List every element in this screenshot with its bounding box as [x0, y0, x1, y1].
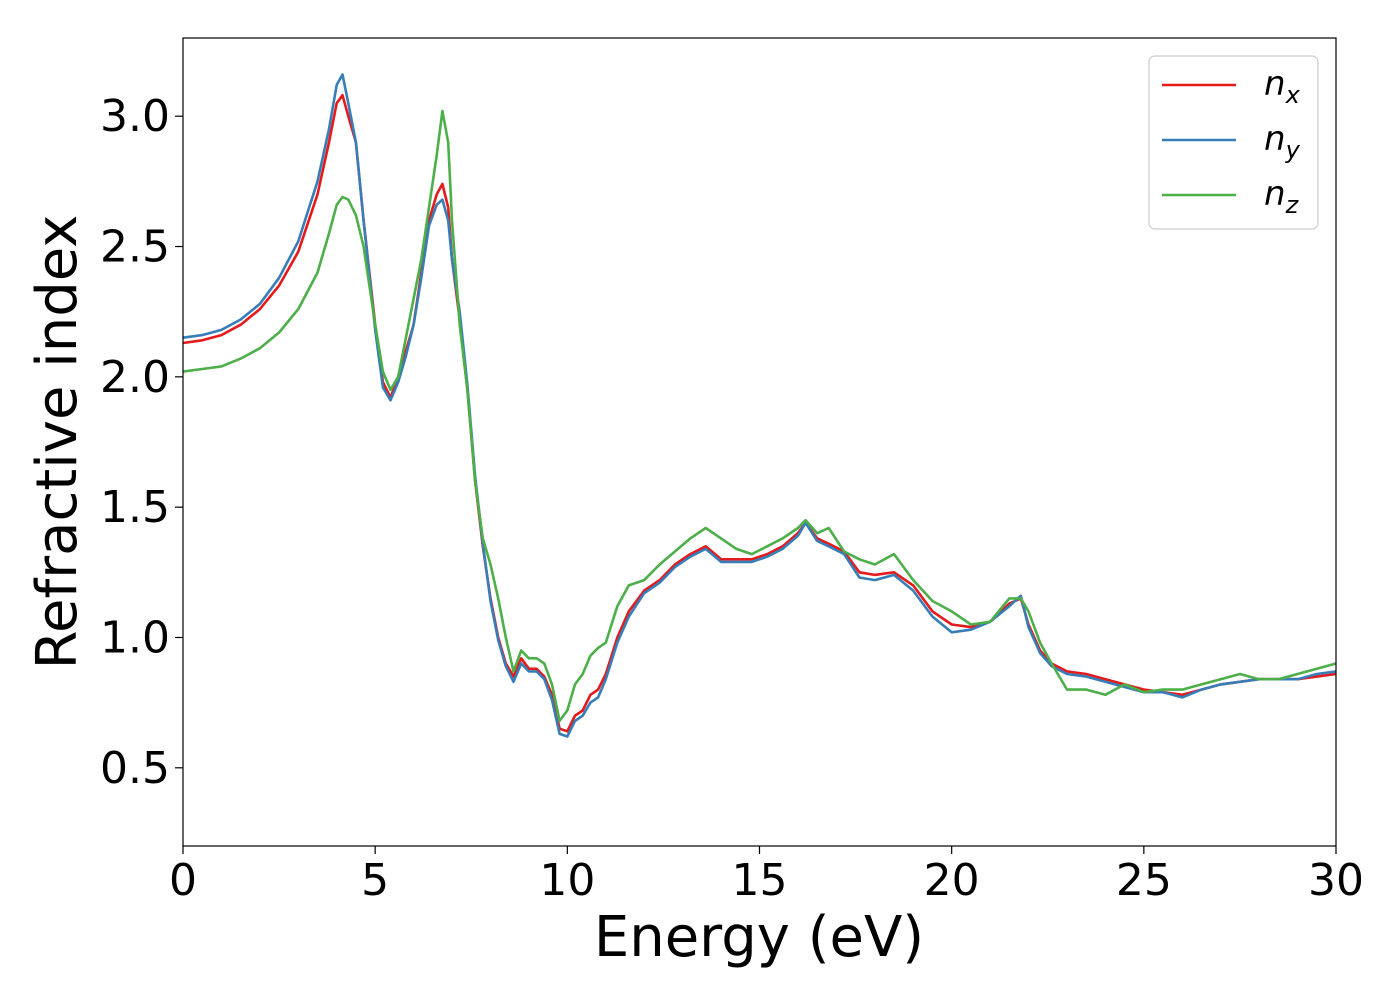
series-line-ny: [182, 73, 1337, 738]
x-tick-label: 0: [169, 855, 197, 906]
x-tick-label: 5: [361, 855, 389, 906]
y-tick-label: 1.5: [100, 482, 170, 533]
legend-label-nz: nz: [1264, 174, 1300, 219]
y-tick-label: 2.5: [100, 222, 170, 273]
series-line-nz: [182, 109, 1337, 723]
x-axis: 0 5 10 15 20 25 30: [169, 846, 1364, 906]
y-tick-label: 3.0: [100, 91, 170, 142]
x-tick-label: 25: [1116, 855, 1172, 906]
x-tick-label: 10: [539, 855, 595, 906]
x-tick-label: 30: [1308, 855, 1364, 906]
y-tick-label: 0.5: [100, 743, 170, 794]
legend: nx ny nz: [1148, 55, 1319, 230]
x-tick-label: 20: [924, 855, 980, 906]
x-tick-label: 15: [732, 855, 788, 906]
y-axis: 0.5 1.0 1.5 2.0 2.5 3.0: [100, 91, 183, 794]
y-tick-label: 1.0: [100, 612, 170, 663]
y-axis-label: Refractive index: [25, 215, 90, 670]
x-axis-label: Energy (eV): [594, 905, 924, 970]
y-tick-label: 2.0: [100, 352, 170, 403]
legend-box: [1148, 55, 1319, 230]
series-layer: [182, 73, 1337, 738]
legend-label-ny: ny: [1264, 119, 1301, 164]
legend-label-nx: nx: [1264, 64, 1301, 109]
